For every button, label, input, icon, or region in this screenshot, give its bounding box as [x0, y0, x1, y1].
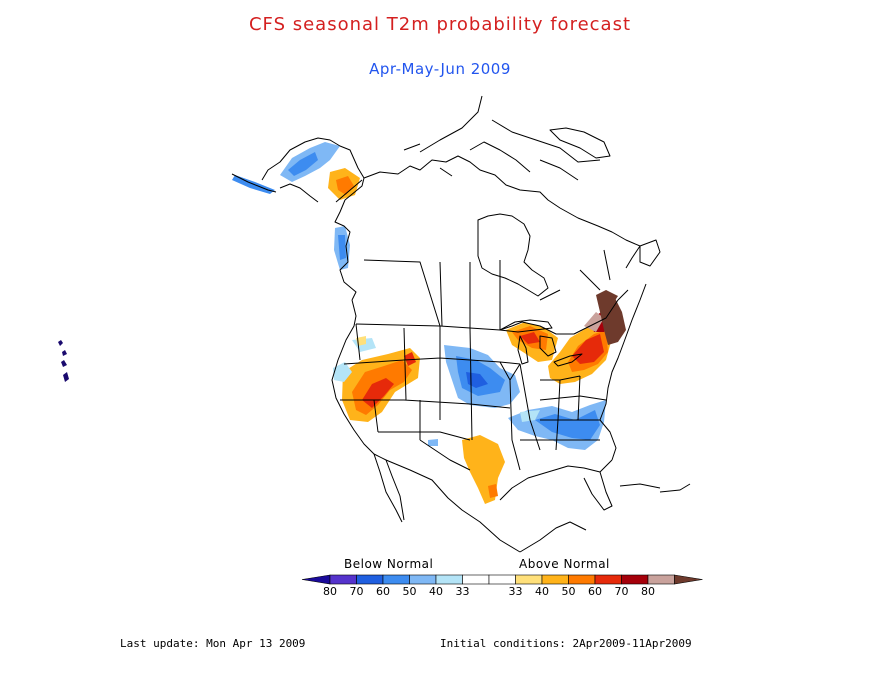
lake-michigan [517, 335, 529, 365]
legend-tick-2: 60 [376, 585, 390, 598]
legend-tick-8: 50 [561, 585, 576, 598]
caribbean-islands [619, 483, 691, 493]
last-update-text: Last update: Mon Apr 13 2009 [120, 637, 306, 650]
hudson-bay-shoreline [477, 213, 549, 297]
texas-below-normal-dot [428, 439, 438, 446]
probability-shading [232, 142, 626, 504]
mexico-pacific-coast [385, 459, 521, 553]
legend-swatch-above-40 [541, 574, 569, 585]
legend-swatch-below-70 [329, 574, 357, 585]
bc-below-normal-core [338, 235, 346, 260]
map-outlines [58, 95, 691, 553]
alaska-below-normal-core [288, 152, 318, 176]
alaska-canada-border [335, 179, 363, 203]
baja-peninsula [373, 453, 403, 523]
us-west-coastline [331, 299, 405, 521]
arctic-islands [403, 95, 601, 181]
map-subtitle: Apr-May-Jun 2009 [369, 60, 511, 78]
legend-swatch-below-50 [382, 574, 410, 585]
legend-colorbar [301, 574, 703, 585]
legend-swatch-above-80 [647, 574, 675, 585]
lake-superior [499, 319, 553, 333]
canada-arctic-coast [363, 155, 641, 269]
legend-tick-11: 80 [641, 585, 655, 598]
legend-swatch-above-33 [515, 574, 543, 585]
lake-erie [553, 353, 583, 367]
legend-swatch-below-60 [356, 574, 384, 585]
newfoundland-coast [639, 239, 661, 267]
state-boundaries [340, 323, 607, 471]
canada-province-boundaries [363, 249, 611, 330]
hawaii-islands [58, 340, 69, 382]
legend-swatch-normal [462, 574, 490, 585]
lake-huron [539, 335, 557, 357]
initial-conditions-text: Initial conditions: 2Apr2009-11Apr2009 [440, 637, 692, 650]
gulf-of-mexico-coast [499, 459, 613, 501]
legend-swatch-below-80 [301, 574, 331, 585]
legend-swatch-above-70 [621, 574, 649, 585]
us-canada-border [355, 289, 629, 335]
florida-peninsula [583, 471, 613, 511]
legend-swatch-above-50 [568, 574, 596, 585]
alaska-coastline [261, 137, 365, 301]
legend-tick-4: 40 [429, 585, 443, 598]
us-east-coastline [599, 283, 647, 461]
legend-tick-9: 60 [588, 585, 602, 598]
legend-tick-5: 33 [455, 585, 470, 598]
legend-swatch-below-33 [435, 574, 463, 585]
legend-swatch-above-max [674, 574, 703, 585]
yucatan-coast [519, 521, 587, 553]
southeast-below-normal-core [535, 410, 600, 440]
legend-swatch-above-60 [594, 574, 622, 585]
legend-swatch-normal [488, 574, 516, 585]
wyoming-above-normal-spot [404, 352, 416, 366]
legend-below-normal-label: Below Normal [344, 557, 434, 571]
map-title: CFS seasonal T2m probability forecast [248, 14, 632, 35]
legend-swatch-below-40 [409, 574, 437, 585]
great-lakes-above-normal-peak [520, 332, 540, 344]
southeast-below-normal-edge [520, 410, 540, 422]
greenland-coast [549, 127, 611, 159]
legend-tick-0: 80 [323, 585, 337, 598]
legend-tick-6: 33 [508, 585, 523, 598]
new-england-above-normal-extreme [596, 290, 626, 345]
northeast-above-normal-peak [572, 334, 604, 364]
aleutian-island-chain [231, 173, 319, 203]
legend-above-normal-label: Above Normal [519, 557, 610, 571]
legend-tick-7: 40 [535, 585, 549, 598]
new-brunswick-above-normal-extreme [606, 290, 618, 302]
california-below-normal-area [333, 362, 352, 382]
texas-above-normal-spot [488, 484, 498, 498]
legend-tick-10: 70 [614, 585, 629, 598]
legend-tick-1: 70 [349, 585, 364, 598]
legend-tick-3: 50 [402, 585, 417, 598]
